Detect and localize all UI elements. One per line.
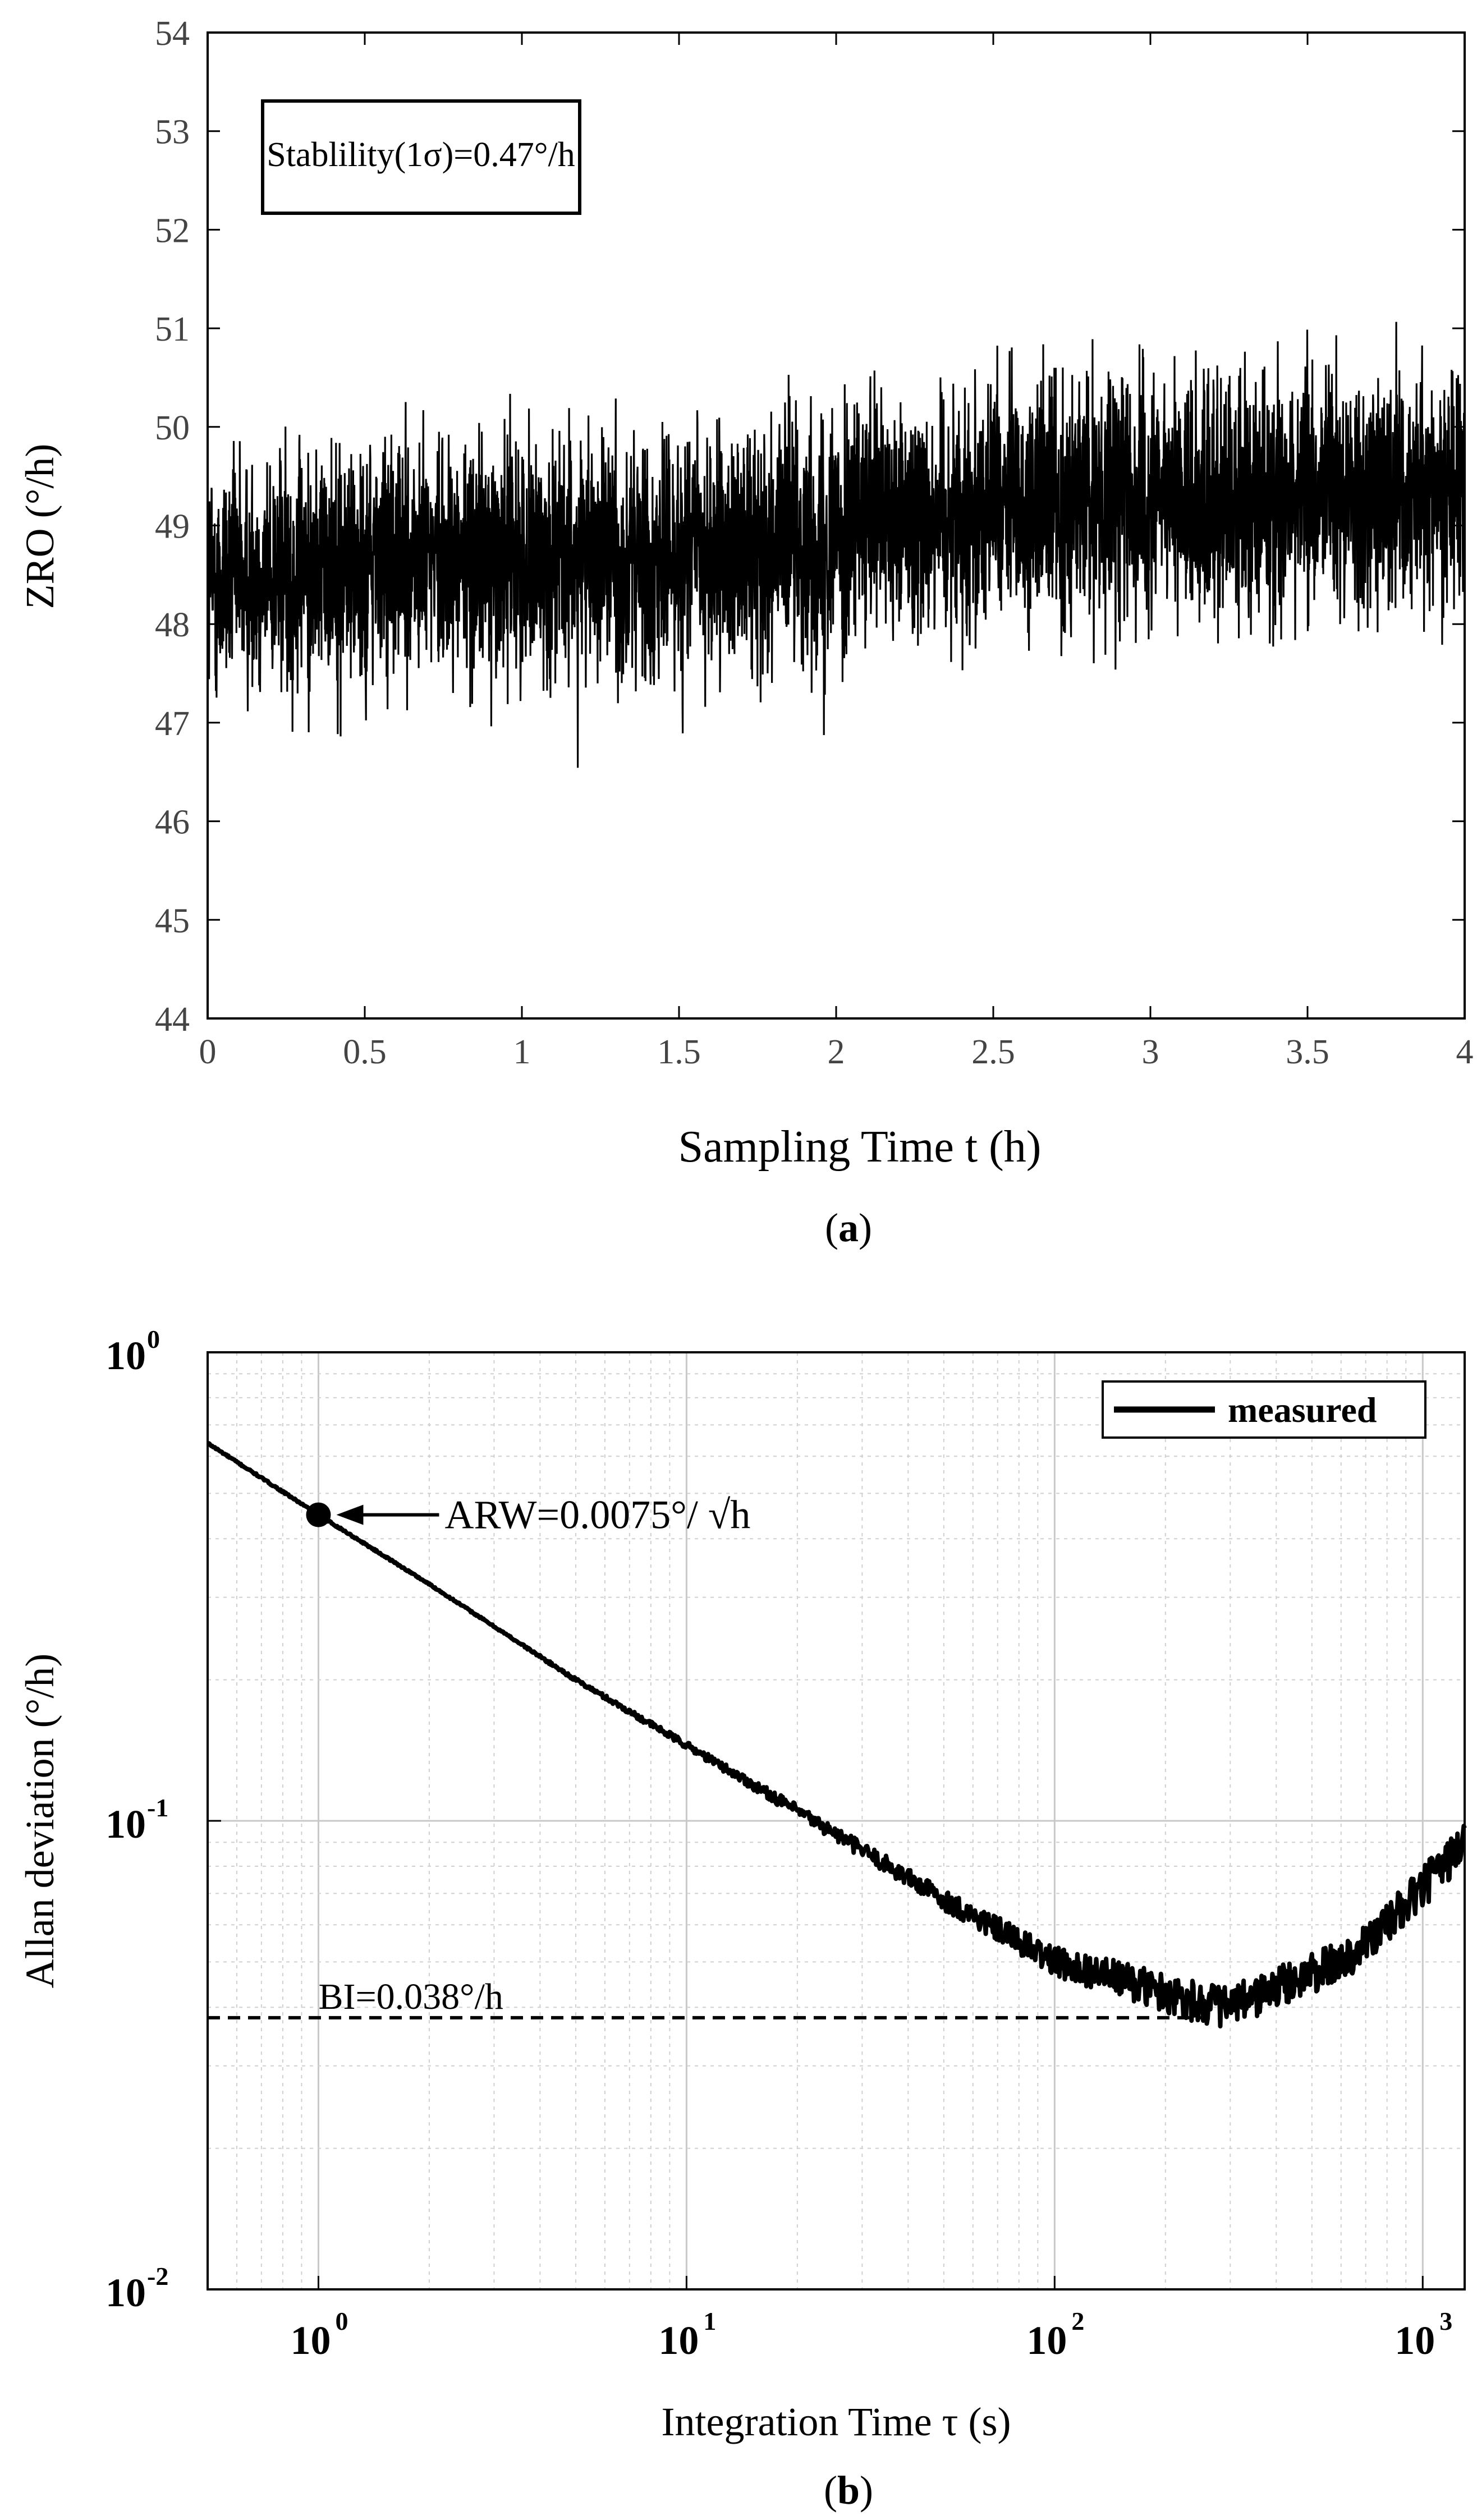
x-tick-label: 1.5 — [657, 1033, 701, 1071]
bi-label: BI=0.038°/h — [318, 1976, 503, 2017]
y-tick-exponent: -2 — [147, 2262, 168, 2291]
y-tick-label: 10 — [106, 1802, 146, 1847]
x-tick-label: 3.5 — [1286, 1033, 1329, 1071]
y-tick-label: 10 — [106, 1333, 146, 1378]
caption-a-letter: a — [838, 1205, 859, 1250]
x-tick-label: 10 — [658, 2318, 699, 2363]
stability-annotation-box — [261, 99, 581, 215]
plot-a-ylabel: ZRO (°/h) — [17, 444, 62, 609]
y-tick-label: 50 — [155, 409, 190, 447]
caption-b-letter: b — [837, 2468, 860, 2513]
y-tick-exponent: 0 — [147, 1325, 160, 1353]
x-tick-label: 10 — [1395, 2318, 1435, 2363]
y-tick-label: 54 — [155, 15, 190, 53]
x-tick-exponent: 0 — [335, 2307, 348, 2335]
caption-a: (a) — [825, 1205, 872, 1250]
x-tick-exponent: 2 — [1071, 2307, 1084, 2335]
zro-series-line — [207, 322, 1466, 768]
arw-point — [306, 1502, 331, 1527]
x-tick-label: 1 — [513, 1033, 531, 1071]
x-tick-label: 10 — [290, 2318, 331, 2363]
stability-annotation-text: Stablility(1σ)=0.47°/h — [267, 136, 575, 174]
x-tick-exponent: 1 — [703, 2307, 716, 2335]
x-tick-label: 2.5 — [971, 1033, 1015, 1071]
x-tick-label: 3 — [1142, 1033, 1159, 1071]
x-tick-label: 4 — [1456, 1033, 1474, 1071]
plot-b-ylabel: Allan deviation (°/h) — [17, 1654, 62, 1989]
arw-label: ARW=0.0075°/ √h — [444, 1493, 750, 1537]
x-tick-label: 0.5 — [343, 1033, 387, 1071]
x-tick-exponent: 3 — [1439, 2307, 1452, 2335]
y-tick-label: 10 — [106, 2270, 146, 2315]
y-tick-label: 53 — [155, 113, 190, 152]
y-tick-label: 45 — [155, 902, 190, 940]
x-tick-label: 0 — [199, 1033, 217, 1071]
arw-annotation: ARW=0.0075°/ √h — [306, 1493, 750, 1537]
y-tick-label: 46 — [155, 804, 190, 842]
plot-b-data — [206, 1440, 1467, 2028]
y-tick-label: 48 — [155, 606, 190, 644]
y-tick-label: 44 — [155, 1000, 190, 1039]
legend: measured — [1102, 1380, 1426, 1439]
caption-b: (b) — [824, 2468, 873, 2513]
panel-b: 10 0 10 1 10 2 10 310 -210 -110 0 measured ARW=0.0… — [17, 1325, 1467, 2513]
y-tick-label: 51 — [155, 310, 190, 348]
y-tick-label: 47 — [155, 705, 190, 743]
y-tick-label: 52 — [155, 212, 190, 250]
bi-annotation: BI=0.038°/h — [208, 1976, 1219, 2019]
plot-b-ticks: 10 0 10 1 10 2 10 310 -210 -110 0 — [106, 1325, 1452, 2363]
y-tick-exponent: -1 — [147, 1793, 168, 1822]
x-tick-label: 2 — [828, 1033, 845, 1071]
plot-a-data — [207, 322, 1466, 768]
plot-b-grid — [207, 1351, 1465, 2291]
plot-b-xlabel: Integration Time τ (s) — [662, 2399, 1011, 2444]
legend-label-measured: measured — [1228, 1390, 1377, 1430]
y-tick-label: 49 — [155, 508, 190, 546]
x-tick-label: 10 — [1026, 2318, 1067, 2363]
panel-a: 0 0.5 1 1.5 2 2.5 3 3.5 44445464748495051525354 … — [17, 15, 1474, 1250]
plot-a-xlabel: Sampling Time t (h) — [678, 1122, 1042, 1172]
arw-arrow-head — [336, 1504, 364, 1525]
allan-deviation-curve — [206, 1440, 1467, 2028]
